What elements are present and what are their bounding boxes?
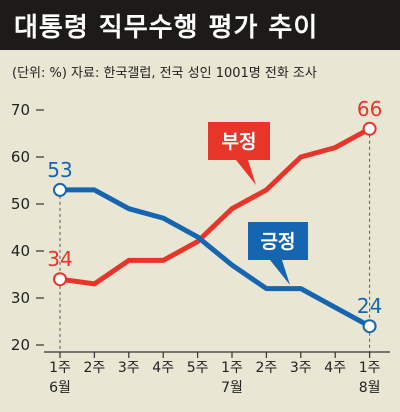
series-line-0	[57, 126, 373, 287]
x-tick-label: 2주	[256, 360, 278, 376]
series-callout-box	[208, 122, 270, 160]
data-point-marker	[53, 272, 67, 287]
x-tick-label: 1주	[359, 360, 381, 376]
x-tick-label: 5주	[187, 360, 209, 376]
x-tick-label: 4주	[152, 360, 174, 376]
series-callout-box	[248, 222, 308, 260]
chart-subtitle: (단위: %) 자료: 한국갤럽, 전국 성인 1001명 전화 조사	[12, 66, 317, 81]
y-tick-label: 70	[11, 101, 30, 119]
data-point-marker	[362, 319, 377, 334]
y-tick-label: 20	[11, 336, 30, 354]
month-label: 7월	[221, 380, 243, 396]
x-tick-label: 3주	[290, 360, 312, 376]
chart-title: 대통령 직무수행 평가 추이	[0, 0, 400, 50]
series-callout-label: 부정	[222, 131, 257, 153]
y-tick-label: 60	[11, 148, 30, 166]
data-label: 34	[47, 247, 72, 271]
x-tick-label: 3주	[118, 360, 140, 376]
x-tick-label: 1주	[49, 360, 71, 376]
data-label: 53	[47, 158, 72, 182]
x-tick-label: 1주	[221, 360, 243, 376]
data-label: 24	[357, 294, 382, 318]
callout-pointer	[236, 160, 256, 185]
y-tick-label: 30	[11, 289, 30, 307]
x-tick-label: 2주	[84, 360, 106, 376]
series-callout-label: 긍정	[261, 231, 296, 253]
y-tick-label: 50	[11, 195, 30, 213]
data-point-marker	[53, 182, 67, 197]
callout-pointer	[270, 260, 290, 285]
data-label: 66	[357, 97, 382, 121]
month-label: 6월	[49, 380, 71, 396]
series-line-1	[57, 187, 373, 329]
x-tick-label: 4주	[324, 360, 346, 376]
month-label: 8월	[359, 380, 381, 396]
data-point-marker	[362, 121, 377, 136]
y-tick-label: 40	[11, 242, 30, 260]
